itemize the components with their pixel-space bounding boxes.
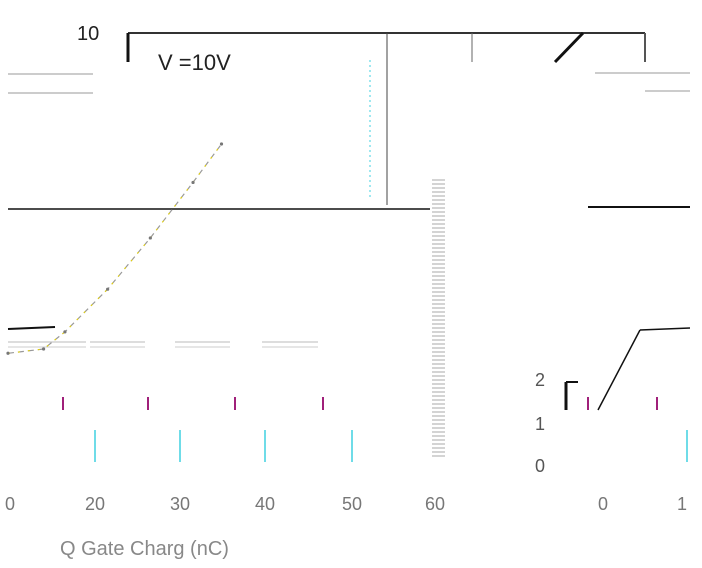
- right-x-tick-label-1: 1: [677, 494, 687, 514]
- right-y-tick-label-0: 2: [535, 370, 545, 390]
- steep-segment: [555, 33, 583, 62]
- annotation-vgs: V =10V: [158, 50, 231, 75]
- baseline-segment: [8, 327, 55, 329]
- lower-bars: [8, 342, 318, 347]
- right-y-tick-labels: 2 1 0: [535, 370, 545, 476]
- series-point-0-4: [149, 236, 152, 239]
- series-line-0: [8, 144, 222, 353]
- series-point-0-0: [6, 352, 9, 355]
- magenta-ticks: [63, 397, 657, 410]
- x-tick-label-2: 30: [170, 494, 190, 514]
- x-tick-label-5: 60: [425, 494, 445, 514]
- series-point-0-5: [191, 181, 194, 184]
- y-top-label: 10: [77, 23, 99, 45]
- x-tick-label-3: 40: [255, 494, 275, 514]
- series-point-0-3: [106, 288, 109, 291]
- cyan-ticks: [95, 430, 687, 462]
- right-top-line: [640, 328, 690, 330]
- series-group: [6, 142, 223, 354]
- series-point-0-1: [42, 347, 45, 350]
- right-y-tick-label-1: 1: [535, 414, 545, 434]
- series-line-overlay-0: [8, 144, 222, 353]
- series-point-0-6: [220, 142, 223, 145]
- right-x-tick-label-0: 0: [598, 494, 608, 514]
- hatched-band: [432, 180, 445, 456]
- series-point-0-2: [63, 330, 66, 333]
- right-y-tick-label-2: 0: [535, 456, 545, 476]
- x-tick-label-4: 50: [342, 494, 362, 514]
- x-tick-labels: 0 20 30 40 50 60: [5, 494, 445, 514]
- x-axis-label: Q Gate Charg (nC): [60, 538, 229, 560]
- right-rise-line: [598, 330, 640, 410]
- x-tick-label-1: 20: [85, 494, 105, 514]
- x-tick-label-0: 0: [5, 494, 15, 514]
